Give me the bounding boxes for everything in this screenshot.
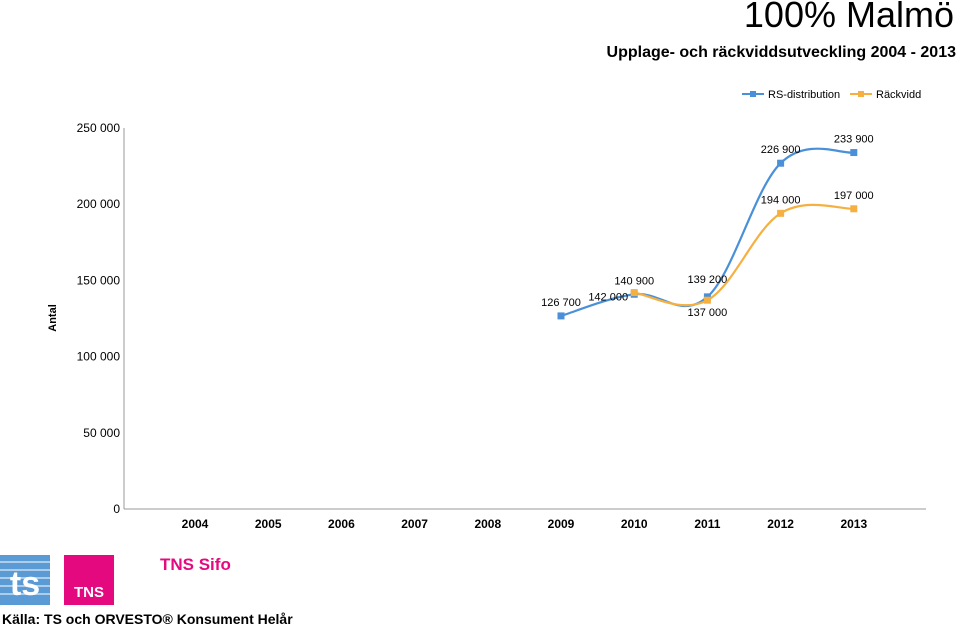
chart-subtitle: Upplage- och räckviddsutveckling 2004 - … <box>606 44 956 61</box>
series-line-rs-distribution <box>560 147 854 317</box>
x-tick-label: 2006 <box>328 517 355 531</box>
y-tick-label: 0 <box>113 502 120 516</box>
x-tick-label: 2008 <box>474 517 501 531</box>
y-tick-label: 250 000 <box>77 121 121 135</box>
data-point <box>777 209 785 217</box>
x-tick-label: 2004 <box>182 517 209 531</box>
x-tick-label: 2012 <box>767 517 794 531</box>
x-tick-label: 2007 <box>401 517 428 531</box>
data-label: 197 000 <box>834 190 874 202</box>
legend-marker <box>858 91 864 97</box>
data-point <box>557 312 565 320</box>
data-label: 140 900 <box>614 275 654 287</box>
y-tick-label: 150 000 <box>77 273 121 287</box>
tns-logo-text: TNS <box>74 584 104 601</box>
line-chart: 0 50 000 100 000 150 000 200 000 250 000 Antal… <box>47 89 926 531</box>
data-point <box>850 149 858 157</box>
data-point <box>703 296 711 304</box>
svg-text:ts: ts <box>10 565 40 603</box>
data-point <box>777 159 785 167</box>
series-line-rackvidd <box>634 203 854 307</box>
x-tick-label: 2011 <box>694 517 720 531</box>
y-tick-label: 200 000 <box>77 197 121 211</box>
tns-logo: TNS <box>64 555 114 605</box>
legend-marker <box>750 91 756 97</box>
legend-entry: Räckvidd <box>876 89 921 101</box>
data-label: 139 200 <box>688 274 728 286</box>
y-axis-label: Antal <box>47 304 59 332</box>
x-tick-label: 2009 <box>548 517 575 531</box>
y-tick-label: 100 000 <box>77 350 121 364</box>
y-tick-label: 50 000 <box>83 426 120 440</box>
ts-logo: ts <box>0 555 50 605</box>
x-tick-label: 2013 <box>840 517 867 531</box>
chart-title: 100% Malmö <box>743 0 954 35</box>
x-tick-label: 2010 <box>621 517 648 531</box>
source-note: Källa: TS och ORVESTO® Konsument Helår <box>2 611 293 627</box>
data-label: 226 900 <box>761 144 801 156</box>
x-tick-label: 2005 <box>255 517 282 531</box>
data-label: 233 900 <box>834 134 874 146</box>
data-label: 194 000 <box>761 194 801 206</box>
data-label: 126 700 <box>541 297 581 309</box>
data-label: 137 000 <box>688 307 728 319</box>
tns-sifo-logo: TNS Sifo <box>160 555 231 574</box>
data-point <box>630 289 638 297</box>
data-point <box>850 205 858 213</box>
legend-entry: RS-distribution <box>768 89 840 101</box>
logo-area: ts TNS TNS Sifo <box>0 555 260 611</box>
data-label: 142 000 <box>588 292 628 304</box>
